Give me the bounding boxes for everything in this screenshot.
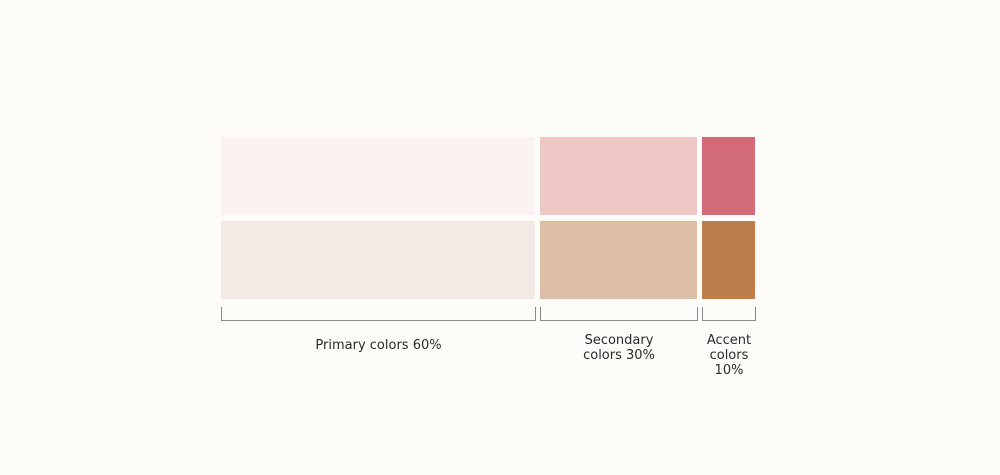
primary-bracket: [221, 307, 536, 321]
secondary-label-line: Secondary: [584, 333, 654, 348]
accent-label: Accent colors 10%: [696, 333, 762, 378]
secondary-swatch-top: [540, 137, 697, 215]
secondary-swatch-bottom: [540, 221, 697, 299]
accent-bracket: [702, 307, 756, 321]
primary-label: Primary colors 60%: [221, 338, 536, 353]
secondary-label: Secondary colors 30%: [560, 333, 678, 363]
accent-label-line: 10%: [714, 363, 744, 378]
accent-swatch-bottom: [702, 221, 755, 299]
secondary-label-line: colors 30%: [583, 348, 655, 363]
accent-swatch-top: [702, 137, 755, 215]
primary-swatch-bottom: [221, 221, 535, 299]
secondary-bracket: [540, 307, 698, 321]
primary-swatch-top: [221, 137, 535, 215]
accent-label-line: Accent: [706, 333, 752, 348]
accent-label-line: colors: [709, 348, 749, 363]
primary-label-line: Primary colors 60%: [315, 338, 442, 353]
